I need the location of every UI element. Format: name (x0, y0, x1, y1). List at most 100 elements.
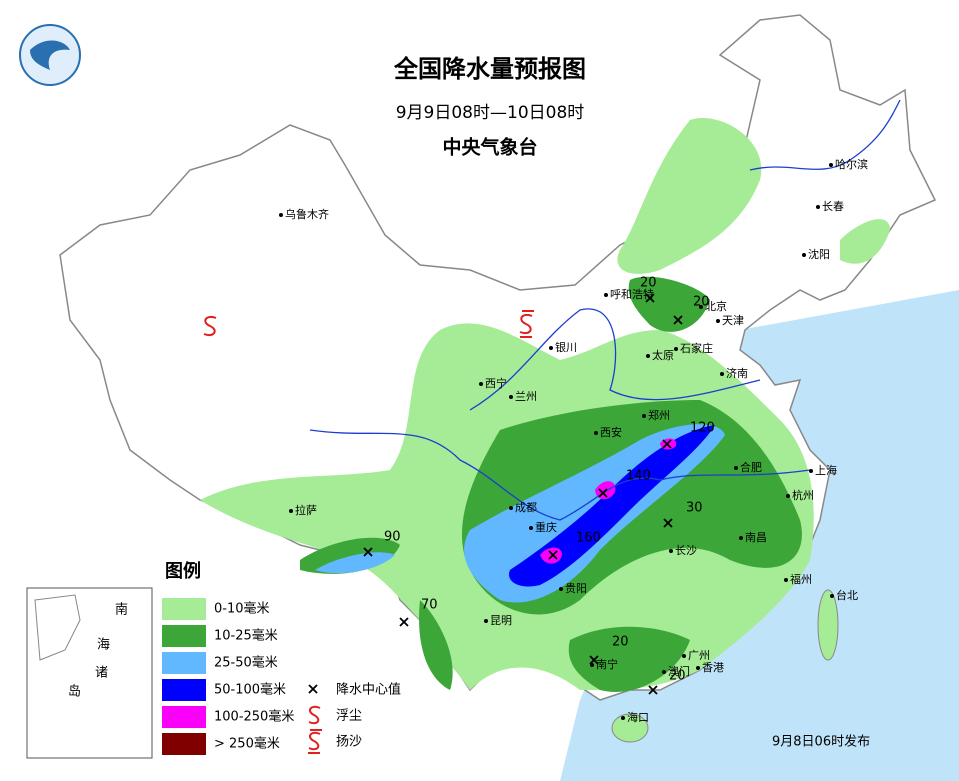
city-dot (484, 619, 488, 623)
rain-area (315, 552, 395, 574)
legend-label: 100-250毫米 (214, 709, 294, 725)
logo-mark (30, 40, 70, 70)
rain-area (419, 600, 453, 690)
city-label: 拉萨 (295, 503, 317, 517)
period: 9月9日08时—10日08时 (396, 103, 585, 123)
legend-label: 50-100毫米 (214, 682, 286, 698)
rain-center-value: 20 (640, 276, 657, 291)
inset-label: 诸 (95, 666, 108, 681)
city-dot (699, 305, 703, 309)
rain-areas (200, 118, 890, 692)
legend-label: 0-10毫米 (214, 601, 270, 617)
yangtze (309, 429, 811, 521)
rain-center-mark (673, 315, 683, 325)
songhua (749, 99, 901, 171)
rain-center-value: 70 (421, 598, 438, 613)
city-dot (549, 346, 553, 350)
city-dot (669, 549, 673, 553)
city-label: 福州 (790, 572, 812, 586)
rivers (309, 99, 901, 521)
legend-swatch (162, 733, 206, 755)
rain-center-value: 20 (669, 669, 686, 684)
city-dot (646, 354, 650, 358)
city-dot (696, 666, 700, 670)
city-dot (739, 536, 743, 540)
city-dot (716, 319, 720, 323)
city-dot (479, 382, 483, 386)
city-label: 银川 (555, 340, 577, 354)
city-dot (809, 469, 813, 473)
legend-title: 图例 (165, 560, 201, 582)
city-label: 乌鲁木齐 (285, 207, 329, 221)
city-dot (604, 293, 608, 297)
city-label: 西宁 (485, 376, 507, 390)
rain-area (840, 219, 890, 264)
city-label: 太原 (652, 349, 674, 362)
hainan (611, 713, 649, 743)
city-dot (662, 670, 666, 674)
inset-label: 南 (115, 602, 128, 618)
rain-center-value: 30 (686, 501, 703, 516)
rain-center-value: 90 (384, 530, 401, 545)
legend-swatch (162, 598, 206, 620)
legend-cross (308, 684, 318, 694)
city-label: 石家庄 (680, 341, 713, 355)
title: 全国降水量预报图 (393, 55, 586, 83)
legend-label: 25-50毫米 (214, 655, 278, 671)
city-label: 澳门 (668, 664, 690, 678)
city-dot (816, 205, 820, 209)
legend-swatch (162, 652, 206, 674)
rain-center-value: 20 (693, 295, 710, 310)
city-dot (674, 347, 678, 351)
city-dot (784, 578, 788, 582)
inset-land (34, 594, 81, 661)
rain-center-mark (645, 293, 655, 303)
city-label: 贵阳 (565, 582, 587, 595)
rain-center-mark (399, 617, 409, 627)
rain-area (617, 118, 762, 274)
city-label: 沈阳 (808, 247, 830, 261)
city-label: 广州 (688, 649, 710, 662)
city-dot (734, 466, 738, 470)
footer: 9月8日06时发布 (772, 734, 870, 750)
city-dot (829, 163, 833, 167)
rain-center-value: 160 (576, 531, 601, 546)
rain-center-mark (662, 439, 672, 449)
city-label: 兰州 (515, 390, 537, 403)
legend-symbol-label: 扬沙 (336, 735, 362, 750)
rain-center-value: 120 (690, 421, 715, 436)
city-dot (642, 414, 646, 418)
rain-center-mark (589, 655, 599, 665)
city-label: 南宁 (596, 657, 618, 671)
legend-swatch (162, 679, 206, 701)
city-label: 昆明 (490, 614, 512, 627)
rain-center-mark (663, 518, 673, 528)
legend-label: 10-25毫米 (214, 628, 278, 644)
city-dot (682, 654, 686, 658)
city-label: 哈尔滨 (835, 157, 868, 171)
rain-center-mark (648, 685, 658, 695)
city-dot (594, 431, 598, 435)
city-dot (802, 253, 806, 257)
city-label: 长沙 (675, 544, 697, 557)
city-dot (509, 506, 513, 510)
city-dot (559, 587, 563, 591)
city-label: 西安 (600, 425, 622, 439)
legend-symbol-label: 浮尘 (336, 709, 362, 724)
dust-symbol (203, 316, 217, 336)
legend-symbol-label: 降水中心值 (336, 682, 401, 698)
city-label: 济南 (726, 366, 748, 380)
city-label: 香港 (702, 661, 724, 674)
rain-center-value: 140 (626, 469, 651, 484)
city-label: 台北 (836, 588, 858, 602)
rain-area (628, 276, 710, 332)
rain-center-value: 20 (612, 635, 629, 650)
rain-center-mark (548, 550, 558, 560)
legend-label: > 250毫米 (214, 736, 280, 752)
city-dot (830, 594, 834, 598)
city-label: 合肥 (740, 460, 762, 474)
rain-center-mark (363, 547, 373, 557)
rain-center-mark (598, 488, 608, 498)
city-dot (720, 372, 724, 376)
city-label: 杭州 (792, 488, 814, 502)
